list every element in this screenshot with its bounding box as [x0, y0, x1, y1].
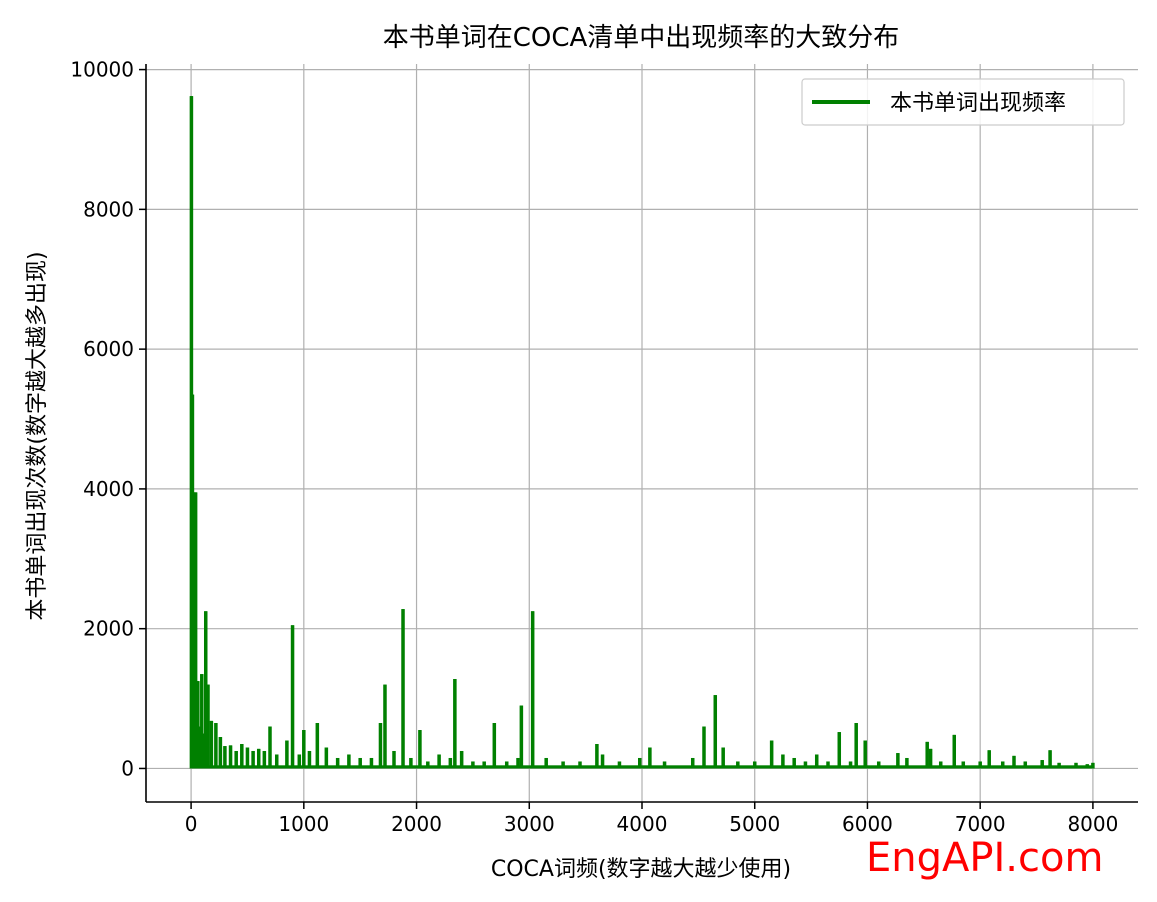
x-tick-label: 2000 [391, 812, 442, 836]
watermark: EngAPI.com [866, 835, 1104, 881]
legend-label: 本书单词出现频率 [890, 91, 1066, 116]
y-tick-label: 4000 [83, 477, 134, 501]
ticks: 0 1000 2000 3000 4000 5000 6000 7000 8000 0 2000 40… [70, 58, 1118, 836]
series-layer [189, 96, 1095, 769]
y-tick-label: 10000 [70, 58, 134, 82]
x-tick-label: 6000 [842, 812, 893, 836]
x-tick-label: 4000 [617, 812, 668, 836]
x-tick-label: 7000 [955, 812, 1006, 836]
x-axis-label: COCA词频(数字越大越少使用) [491, 857, 791, 882]
series-line [189, 96, 1095, 769]
y-tick-label: 0 [121, 756, 134, 780]
x-tick-label: 3000 [504, 812, 555, 836]
chart-title: 本书单词在COCA清单中出现频率的大致分布 [383, 23, 900, 53]
legend-box [801, 78, 1125, 126]
y-axis-label: 本书单词出现次数(数字越大越多出现) [25, 251, 50, 620]
x-tick-label: 5000 [729, 812, 780, 836]
x-tick-label: 0 [185, 812, 198, 836]
x-tick-label: 1000 [278, 812, 329, 836]
y-tick-label: 2000 [83, 617, 134, 641]
grid [146, 64, 1138, 802]
y-tick-label: 6000 [83, 337, 134, 361]
y-tick-label: 8000 [83, 197, 134, 221]
x-tick-label: 8000 [1067, 812, 1118, 836]
legend: 本书单词出现频率 [801, 78, 1125, 126]
